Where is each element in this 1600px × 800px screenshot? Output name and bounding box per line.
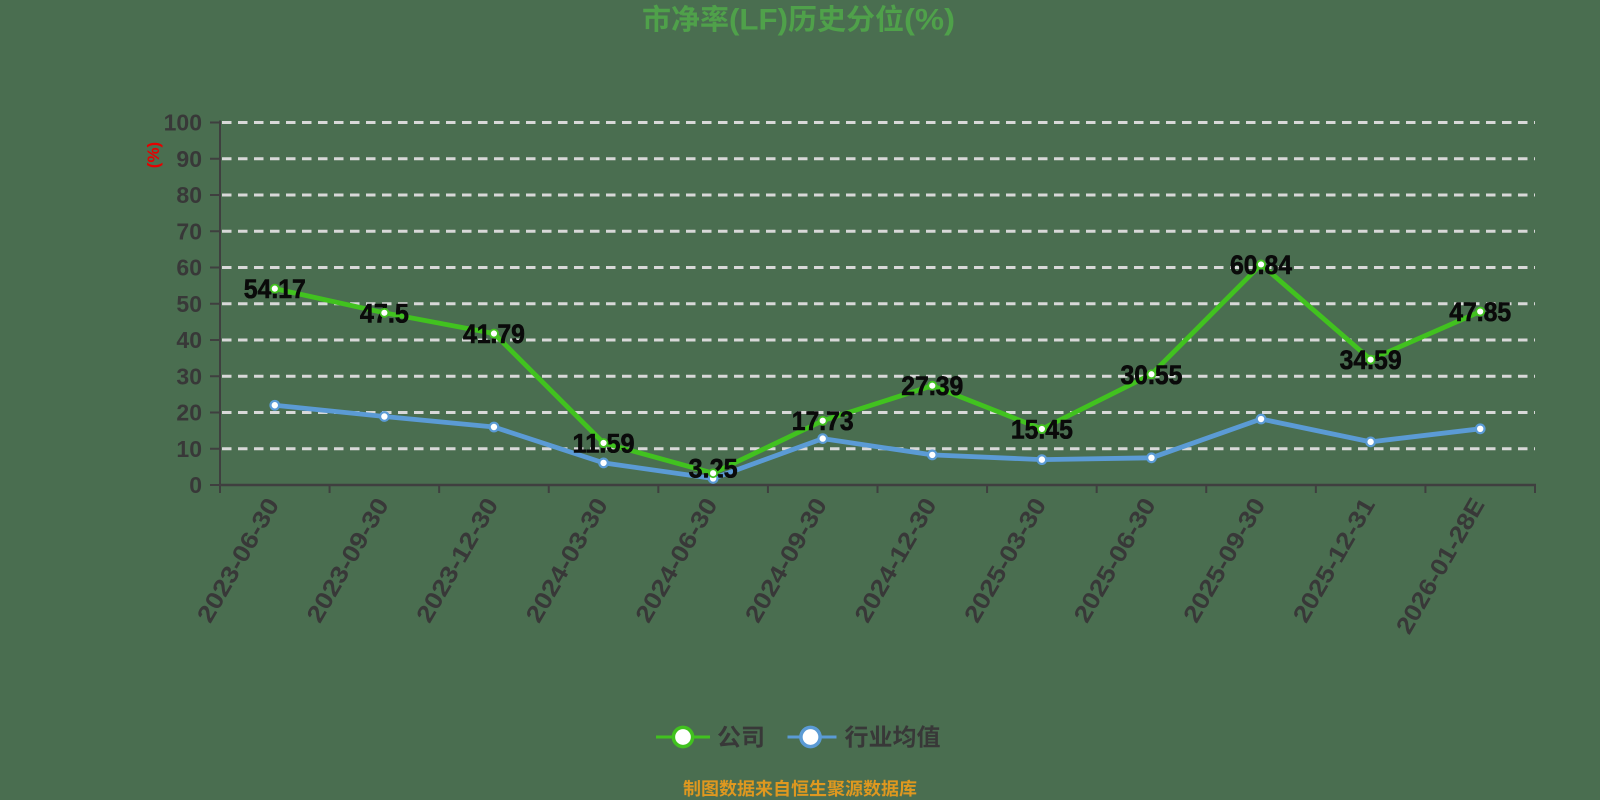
svg-text:80: 80 — [176, 182, 202, 208]
svg-text:90: 90 — [176, 146, 202, 172]
svg-text:(LF): (LF) — [729, 4, 788, 37]
svg-text:60: 60 — [176, 255, 202, 281]
svg-text:100: 100 — [164, 110, 202, 136]
svg-text:60.84: 60.84 — [1230, 250, 1292, 280]
svg-text:50: 50 — [176, 291, 202, 317]
svg-text:30: 30 — [176, 363, 202, 389]
svg-text:20: 20 — [176, 400, 202, 426]
svg-text:0: 0 — [189, 472, 202, 498]
svg-text:70: 70 — [176, 218, 202, 244]
svg-text:10: 10 — [176, 436, 202, 462]
svg-text:(%): (%) — [904, 4, 955, 37]
svg-text:(%): (%) — [144, 142, 163, 168]
svg-text:40: 40 — [176, 327, 202, 353]
svg-text:34.59: 34.59 — [1340, 345, 1402, 375]
